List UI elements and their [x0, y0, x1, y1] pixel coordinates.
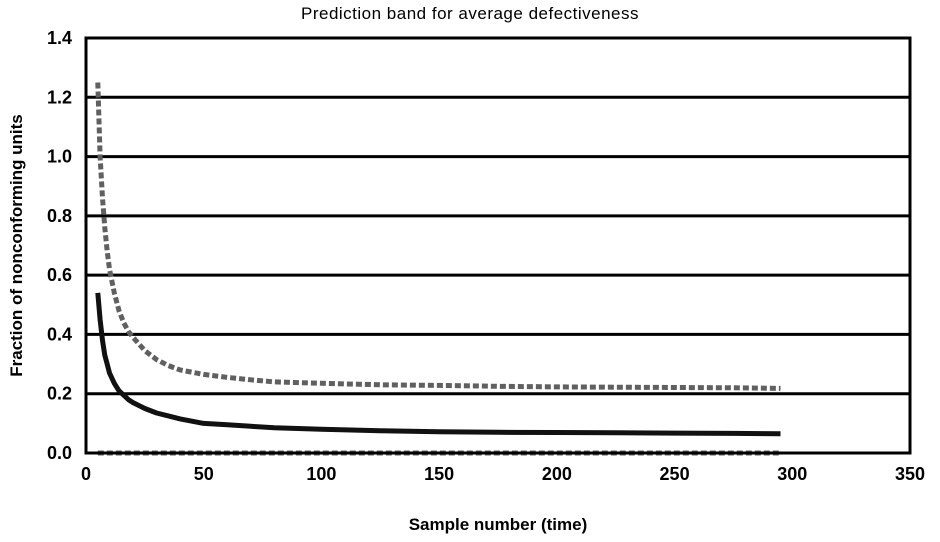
y-tick-labels: 0.0 0.2 0.4 0.6 0.8 1.0 1.2 1.4 — [47, 28, 72, 463]
plot-frame — [84, 36, 912, 455]
x-tick-labels: 0 50 100 150 200 250 300 350 — [81, 464, 925, 484]
x-tick-label: 0 — [81, 464, 91, 484]
x-tick-label: 100 — [306, 464, 336, 484]
y-tick-label: 0.8 — [47, 206, 72, 226]
y-tick-label: 1.2 — [47, 87, 72, 107]
x-tick-label: 300 — [777, 464, 807, 484]
gridlines — [86, 95, 910, 396]
y-axis-title: Fraction of nonconforming units — [7, 114, 26, 377]
y-tick-label: 0.2 — [47, 384, 72, 404]
y-tick-label: 0.6 — [47, 265, 72, 285]
y-tick-label: 1.4 — [47, 28, 72, 48]
chart-title: Prediction band for average defectivenes… — [300, 4, 640, 23]
series-layer — [95, 82, 781, 456]
y-tick-label: 0.0 — [47, 443, 72, 463]
x-tick-label: 200 — [542, 464, 572, 484]
x-tick-label: 150 — [424, 464, 454, 484]
series-line-2 — [95, 292, 781, 437]
y-tick-label: 1.0 — [47, 147, 72, 167]
x-tick-label: 350 — [895, 464, 925, 484]
series-line-1 — [95, 82, 781, 391]
y-tick-label: 0.4 — [47, 324, 72, 344]
x-tick-label: 50 — [194, 464, 214, 484]
x-axis-title: Sample number (time) — [409, 515, 588, 534]
x-tick-label: 250 — [660, 464, 690, 484]
